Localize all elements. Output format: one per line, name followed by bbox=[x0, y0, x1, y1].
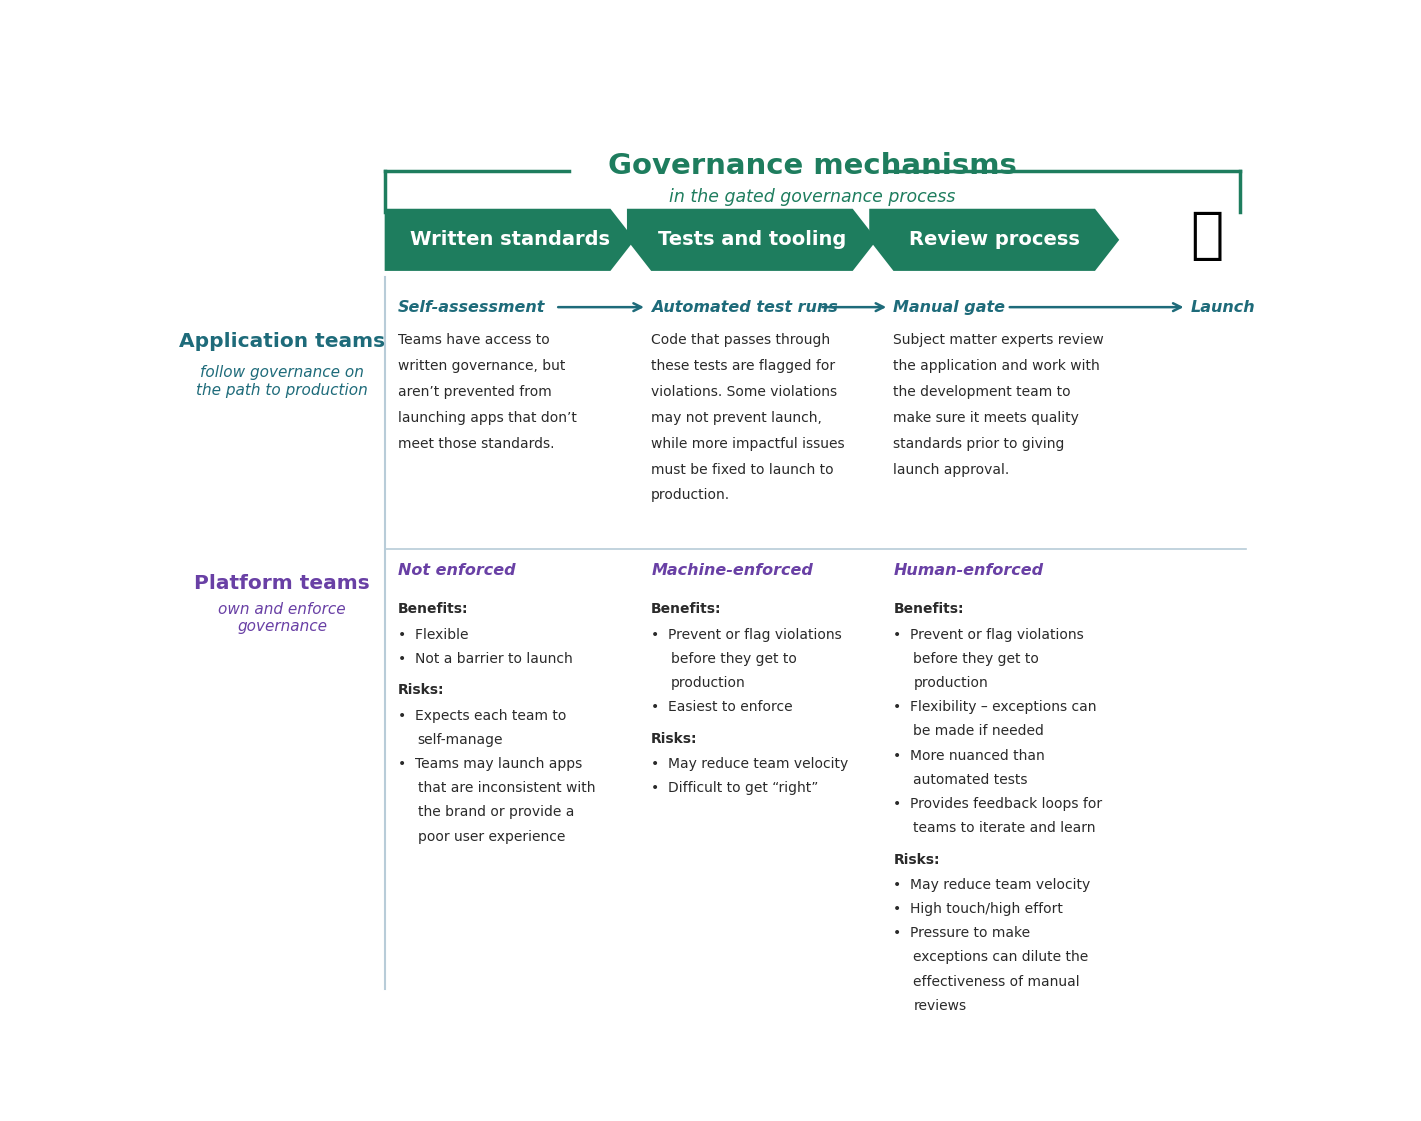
Text: Self-assessment: Self-assessment bbox=[398, 299, 546, 315]
Text: launching apps that don’t: launching apps that don’t bbox=[398, 410, 577, 425]
Text: be made if needed: be made if needed bbox=[914, 724, 1044, 739]
Text: self-manage: self-manage bbox=[418, 733, 503, 747]
Text: automated tests: automated tests bbox=[914, 772, 1027, 787]
Text: Manual gate: Manual gate bbox=[894, 299, 1006, 315]
Text: Automated test runs: Automated test runs bbox=[651, 299, 838, 315]
Text: Platform teams: Platform teams bbox=[195, 574, 369, 593]
Text: Benefits:: Benefits: bbox=[894, 602, 963, 617]
Text: •  Expects each team to: • Expects each team to bbox=[398, 708, 566, 723]
Text: own and enforce: own and enforce bbox=[219, 602, 347, 617]
Text: Risks:: Risks: bbox=[398, 684, 445, 697]
Text: Teams have access to: Teams have access to bbox=[398, 333, 550, 348]
Polygon shape bbox=[627, 209, 877, 271]
Text: that are inconsistent with: that are inconsistent with bbox=[418, 781, 595, 795]
Text: Not enforced: Not enforced bbox=[398, 563, 516, 578]
Text: reviews: reviews bbox=[914, 999, 966, 1012]
Text: Subject matter experts review: Subject matter experts review bbox=[894, 333, 1104, 348]
Text: Risks:: Risks: bbox=[894, 852, 939, 867]
Text: launch approval.: launch approval. bbox=[894, 463, 1010, 476]
Text: the development team to: the development team to bbox=[894, 385, 1071, 399]
Text: effectiveness of manual: effectiveness of manual bbox=[914, 974, 1080, 989]
Text: •  More nuanced than: • More nuanced than bbox=[894, 749, 1046, 762]
Text: before they get to: before they get to bbox=[671, 652, 797, 666]
Text: the brand or provide a: the brand or provide a bbox=[418, 805, 574, 819]
Text: the path to production: the path to production bbox=[196, 383, 368, 398]
Text: production.: production. bbox=[651, 489, 730, 502]
Text: Human-enforced: Human-enforced bbox=[894, 563, 1043, 578]
Text: follow governance on: follow governance on bbox=[200, 365, 364, 380]
Text: must be fixed to launch to: must be fixed to launch to bbox=[651, 463, 834, 476]
Text: Application teams: Application teams bbox=[179, 332, 385, 351]
Text: •  Not a barrier to launch: • Not a barrier to launch bbox=[398, 652, 573, 666]
Text: Launch: Launch bbox=[1191, 299, 1255, 315]
Text: •  Flexible: • Flexible bbox=[398, 628, 469, 641]
Text: standards prior to giving: standards prior to giving bbox=[894, 437, 1064, 451]
Text: exceptions can dilute the: exceptions can dilute the bbox=[914, 951, 1088, 964]
Text: Benefits:: Benefits: bbox=[398, 602, 469, 617]
Text: •  May reduce team velocity: • May reduce team velocity bbox=[894, 878, 1091, 892]
Text: governance: governance bbox=[237, 619, 327, 634]
Text: meet those standards.: meet those standards. bbox=[398, 437, 554, 451]
Text: violations. Some violations: violations. Some violations bbox=[651, 385, 837, 399]
Text: before they get to: before they get to bbox=[914, 652, 1039, 666]
Text: production: production bbox=[671, 676, 746, 691]
Text: while more impactful issues: while more impactful issues bbox=[651, 437, 845, 451]
Text: •  Flexibility – exceptions can: • Flexibility – exceptions can bbox=[894, 701, 1097, 714]
Text: •  High touch/high effort: • High touch/high effort bbox=[894, 902, 1063, 916]
Text: Written standards: Written standards bbox=[409, 230, 610, 249]
Text: production: production bbox=[914, 676, 988, 691]
Text: Review process: Review process bbox=[909, 230, 1080, 249]
Text: •  Difficult to get “right”: • Difficult to get “right” bbox=[651, 781, 818, 795]
Text: the application and work with: the application and work with bbox=[894, 359, 1100, 373]
Text: •  Easiest to enforce: • Easiest to enforce bbox=[651, 701, 793, 714]
Text: •  Provides feedback loops for: • Provides feedback loops for bbox=[894, 797, 1103, 810]
Text: teams to iterate and learn: teams to iterate and learn bbox=[914, 821, 1096, 835]
Text: Risks:: Risks: bbox=[651, 732, 698, 745]
Text: Machine-enforced: Machine-enforced bbox=[651, 563, 813, 578]
Text: Tests and tooling: Tests and tooling bbox=[658, 230, 845, 249]
Text: •  Teams may launch apps: • Teams may launch apps bbox=[398, 757, 583, 771]
Text: Governance mechanisms: Governance mechanisms bbox=[608, 152, 1016, 180]
Text: written governance, but: written governance, but bbox=[398, 359, 566, 373]
Text: 🚀: 🚀 bbox=[1191, 209, 1223, 262]
Text: •  Prevent or flag violations: • Prevent or flag violations bbox=[894, 628, 1084, 641]
Text: Code that passes through: Code that passes through bbox=[651, 333, 830, 348]
Text: •  Prevent or flag violations: • Prevent or flag violations bbox=[651, 628, 841, 641]
Polygon shape bbox=[385, 209, 635, 271]
Text: Benefits:: Benefits: bbox=[651, 602, 722, 617]
Text: in the gated governance process: in the gated governance process bbox=[669, 187, 955, 205]
Text: poor user experience: poor user experience bbox=[418, 830, 566, 843]
Polygon shape bbox=[870, 209, 1120, 271]
Text: •  May reduce team velocity: • May reduce team velocity bbox=[651, 757, 848, 771]
Text: make sure it meets quality: make sure it meets quality bbox=[894, 410, 1080, 425]
Text: may not prevent launch,: may not prevent launch, bbox=[651, 410, 821, 425]
Text: aren’t prevented from: aren’t prevented from bbox=[398, 385, 551, 399]
Text: •  Pressure to make: • Pressure to make bbox=[894, 926, 1030, 941]
Text: these tests are flagged for: these tests are flagged for bbox=[651, 359, 836, 373]
